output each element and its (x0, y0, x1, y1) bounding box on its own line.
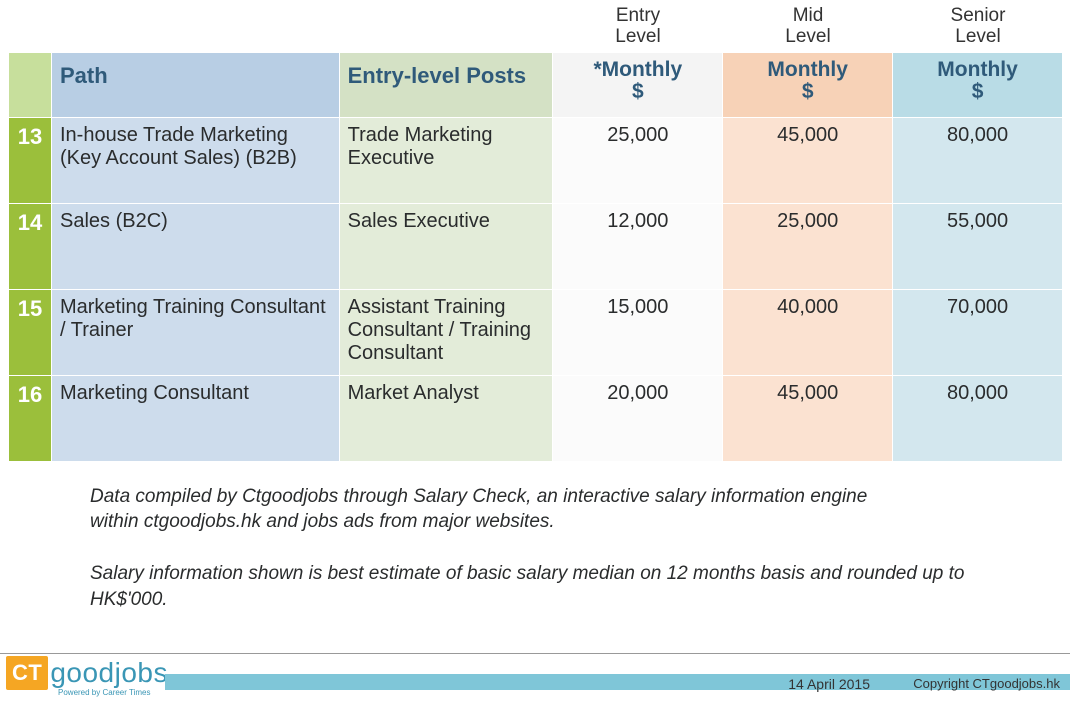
row-entry: 20,000 (553, 375, 723, 461)
header-path: Path (51, 52, 339, 117)
level-entry-label: Entry Level (553, 0, 723, 52)
row-path: Marketing Consultant (51, 375, 339, 461)
level-senior-label: Senior Level (893, 0, 1063, 52)
header-entry: *Monthly$ (553, 52, 723, 117)
logo-ct: CT (6, 656, 48, 690)
row-posts: Trade Marketing Executive (339, 117, 553, 203)
row-senior: 70,000 (893, 289, 1063, 375)
row-mid: 45,000 (723, 375, 893, 461)
row-posts: Sales Executive (339, 203, 553, 289)
footer-date: 14 April 2015 (788, 676, 870, 692)
header-senior: Monthly$ (893, 52, 1063, 117)
logo: CT goodjobs Powered by Career Times (6, 656, 168, 690)
row-path: In-house Trade Marketing (Key Account Sa… (51, 117, 339, 203)
row-mid: 40,000 (723, 289, 893, 375)
row-senior: 80,000 (893, 375, 1063, 461)
level-labels-row: Entry Level Mid Level Senior Level (0, 0, 1070, 52)
row-index: 15 (9, 289, 52, 375)
row-index: 16 (9, 375, 52, 461)
salary-table: Path Entry-level Posts *Monthly$ Monthly… (8, 52, 1063, 462)
row-entry: 12,000 (553, 203, 723, 289)
table-row: 14Sales (B2C)Sales Executive12,00025,000… (9, 203, 1063, 289)
row-posts: Market Analyst (339, 375, 553, 461)
header-idx (9, 52, 52, 117)
row-senior: 55,000 (893, 203, 1063, 289)
row-mid: 45,000 (723, 117, 893, 203)
footer-bar: CT goodjobs Powered by Career Times 14 A… (0, 653, 1070, 701)
footnote-2: Salary information shown is best estimat… (90, 561, 970, 612)
row-path: Sales (B2C) (51, 203, 339, 289)
row-mid: 25,000 (723, 203, 893, 289)
row-index: 14 (9, 203, 52, 289)
row-index: 13 (9, 117, 52, 203)
row-entry: 15,000 (553, 289, 723, 375)
table-row: 15Marketing Training Consultant / Traine… (9, 289, 1063, 375)
table-header-row: Path Entry-level Posts *Monthly$ Monthly… (9, 52, 1063, 117)
table-row: 16Marketing ConsultantMarket Analyst20,0… (9, 375, 1063, 461)
table-body: 13In-house Trade Marketing (Key Account … (9, 117, 1063, 461)
row-entry: 25,000 (553, 117, 723, 203)
footer-copyright: Copyright CTgoodjobs.hk (913, 676, 1060, 691)
logo-tagline: Powered by Career Times (58, 688, 150, 697)
row-senior: 80,000 (893, 117, 1063, 203)
row-path: Marketing Training Consultant / Trainer (51, 289, 339, 375)
level-mid-label: Mid Level (723, 0, 893, 52)
header-posts: Entry-level Posts (339, 52, 553, 117)
table-row: 13In-house Trade Marketing (Key Account … (9, 117, 1063, 203)
logo-goodjobs: goodjobs (50, 657, 168, 689)
row-posts: Assistant Training Consultant / Training… (339, 289, 553, 375)
footnote-1: Data compiled by Ctgoodjobs through Sala… (90, 484, 870, 535)
header-mid: Monthly$ (723, 52, 893, 117)
